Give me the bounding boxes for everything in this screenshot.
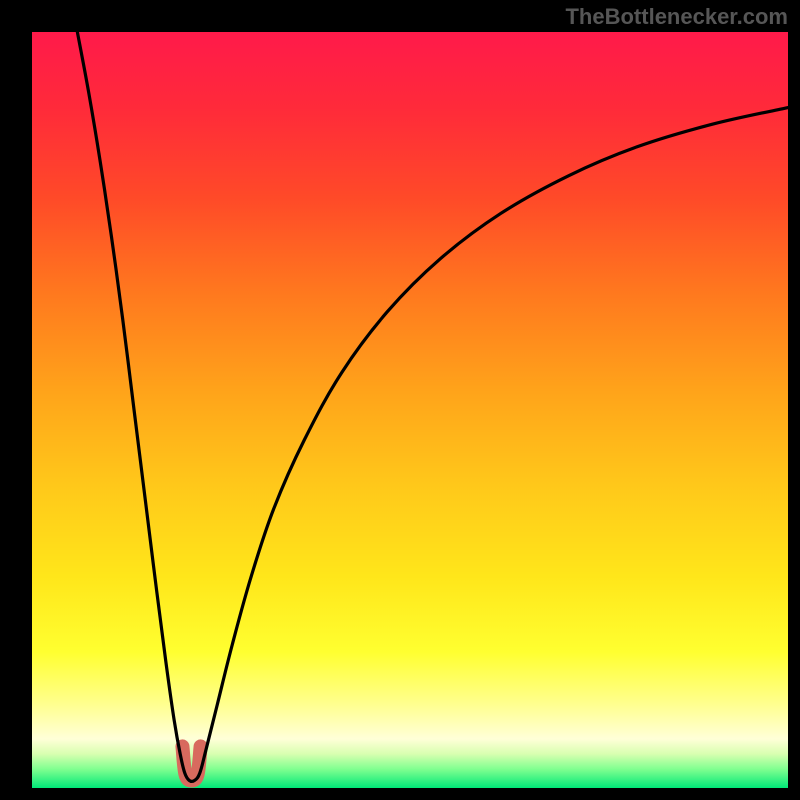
watermark-text: TheBottlenecker.com <box>565 4 788 30</box>
image-root: TheBottlenecker.com <box>0 0 800 800</box>
bottleneck-curve-chart <box>32 32 788 788</box>
bottleneck-curve <box>77 32 788 781</box>
chart-plot-area <box>32 32 788 788</box>
